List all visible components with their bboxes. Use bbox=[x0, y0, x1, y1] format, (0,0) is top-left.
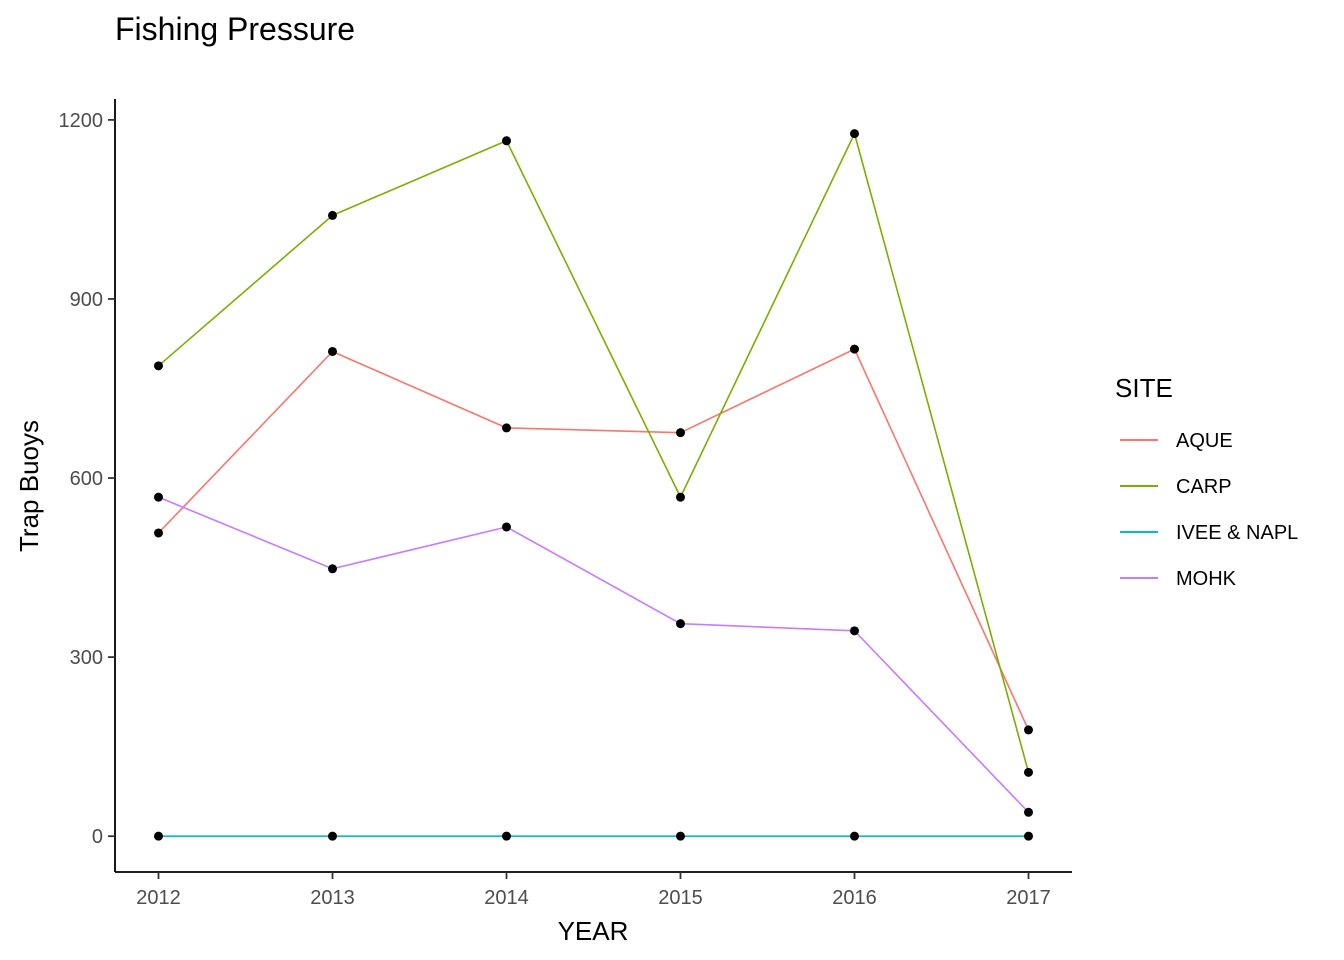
data-point-aque bbox=[154, 528, 163, 538]
data-point-carp bbox=[154, 361, 163, 371]
data-point-aque bbox=[1024, 725, 1033, 735]
data-point-ivee-napl bbox=[1024, 831, 1033, 841]
x-axis-title: YEAR bbox=[558, 916, 629, 946]
x-tick-label: 2016 bbox=[832, 887, 877, 909]
data-point-carp bbox=[676, 492, 685, 502]
x-tick-label: 2017 bbox=[1006, 887, 1051, 909]
y-tick-label: 900 bbox=[70, 289, 103, 311]
series-line-aque bbox=[157, 348, 1030, 731]
data-point-mohk bbox=[676, 619, 685, 629]
chart-title: Fishing Pressure bbox=[115, 11, 355, 47]
series-lines bbox=[157, 132, 1030, 837]
x-tick-label: 2014 bbox=[484, 887, 529, 909]
data-point-carp bbox=[850, 129, 859, 139]
data-point-mohk bbox=[1024, 807, 1033, 817]
data-point-carp bbox=[1024, 767, 1033, 777]
data-point-mohk bbox=[328, 564, 337, 574]
y-tick-label: 0 bbox=[92, 826, 103, 848]
y-tick-label: 600 bbox=[70, 468, 103, 490]
data-points bbox=[154, 129, 1033, 841]
data-point-carp bbox=[328, 210, 337, 220]
data-point-ivee-napl bbox=[502, 831, 511, 841]
y-tick-label: 1200 bbox=[59, 110, 104, 132]
data-point-aque bbox=[850, 344, 859, 354]
series-line-mohk bbox=[158, 496, 1030, 813]
x-tick-label: 2013 bbox=[310, 887, 355, 909]
legend-items: AQUE CARP IVEE & NAPL MOHK bbox=[1120, 430, 1298, 590]
x-tick-label: 2015 bbox=[658, 887, 703, 909]
legend-label-ivee-napl: IVEE & NAPL bbox=[1176, 522, 1298, 544]
data-point-mohk bbox=[850, 626, 859, 636]
legend: SITE AQUE CARP IVEE & NAPL MOHK bbox=[1115, 373, 1298, 590]
data-point-carp bbox=[502, 136, 511, 146]
data-point-ivee-napl bbox=[676, 831, 685, 841]
data-point-ivee-napl bbox=[154, 831, 163, 841]
data-point-mohk bbox=[502, 522, 511, 532]
data-point-aque bbox=[502, 423, 511, 433]
plot-area bbox=[154, 129, 1033, 841]
y-tick-label: 300 bbox=[70, 647, 103, 669]
x-axis-ticks: 2012 2013 2014 2015 2016 2017 bbox=[136, 872, 1051, 909]
legend-label-mohk: MOHK bbox=[1176, 568, 1237, 590]
data-point-ivee-napl bbox=[850, 831, 859, 841]
data-point-mohk bbox=[154, 492, 163, 502]
y-axis-title: Trap Buoys bbox=[14, 420, 44, 552]
series-line-carp bbox=[157, 132, 1030, 773]
y-axis-ticks: 0 300 600 900 1200 bbox=[59, 110, 115, 848]
x-tick-label: 2012 bbox=[136, 887, 181, 909]
legend-label-carp: CARP bbox=[1176, 476, 1232, 498]
legend-label-aque: AQUE bbox=[1176, 430, 1233, 452]
legend-title: SITE bbox=[1115, 373, 1173, 403]
data-point-ivee-napl bbox=[328, 831, 337, 841]
data-point-aque bbox=[676, 428, 685, 438]
data-point-aque bbox=[328, 346, 337, 356]
